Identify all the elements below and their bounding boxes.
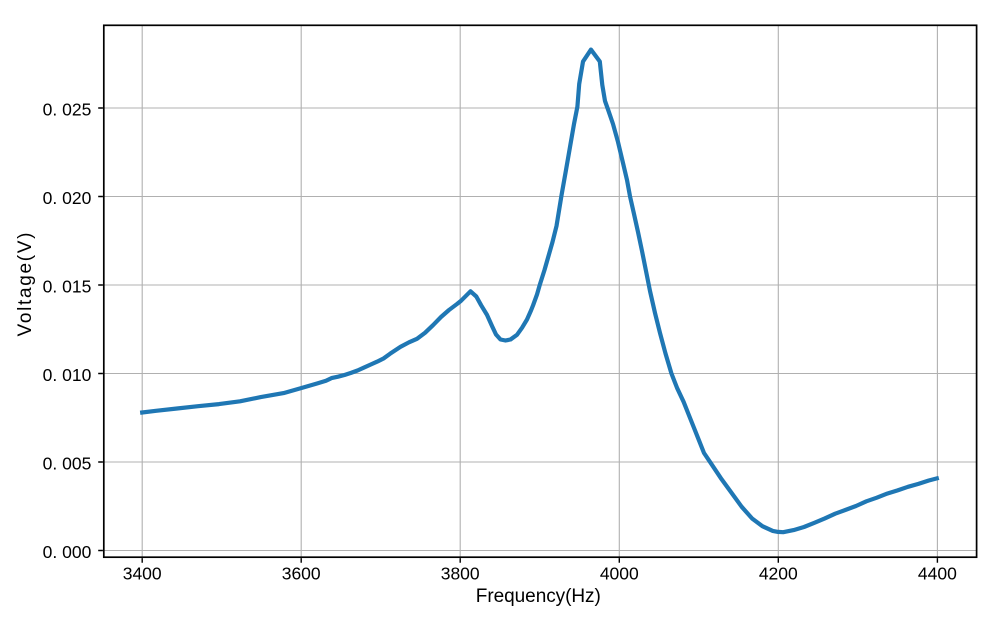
svg-text:Frequency(Hz): Frequency(Hz): [476, 586, 601, 607]
svg-text:0. 025: 0. 025: [43, 99, 92, 119]
svg-text:4400: 4400: [918, 563, 957, 583]
svg-text:0. 005: 0. 005: [43, 453, 92, 473]
svg-text:4000: 4000: [600, 563, 639, 583]
svg-text:0. 015: 0. 015: [43, 276, 92, 296]
svg-text:0. 010: 0. 010: [43, 365, 92, 385]
svg-text:Voltage(V): Voltage(V): [15, 233, 36, 337]
svg-text:3400: 3400: [123, 563, 162, 583]
svg-text:0. 000: 0. 000: [43, 542, 92, 562]
svg-text:3800: 3800: [441, 563, 480, 583]
svg-text:0. 020: 0. 020: [43, 188, 92, 208]
svg-text:4200: 4200: [759, 563, 798, 583]
svg-text:3600: 3600: [282, 563, 321, 583]
